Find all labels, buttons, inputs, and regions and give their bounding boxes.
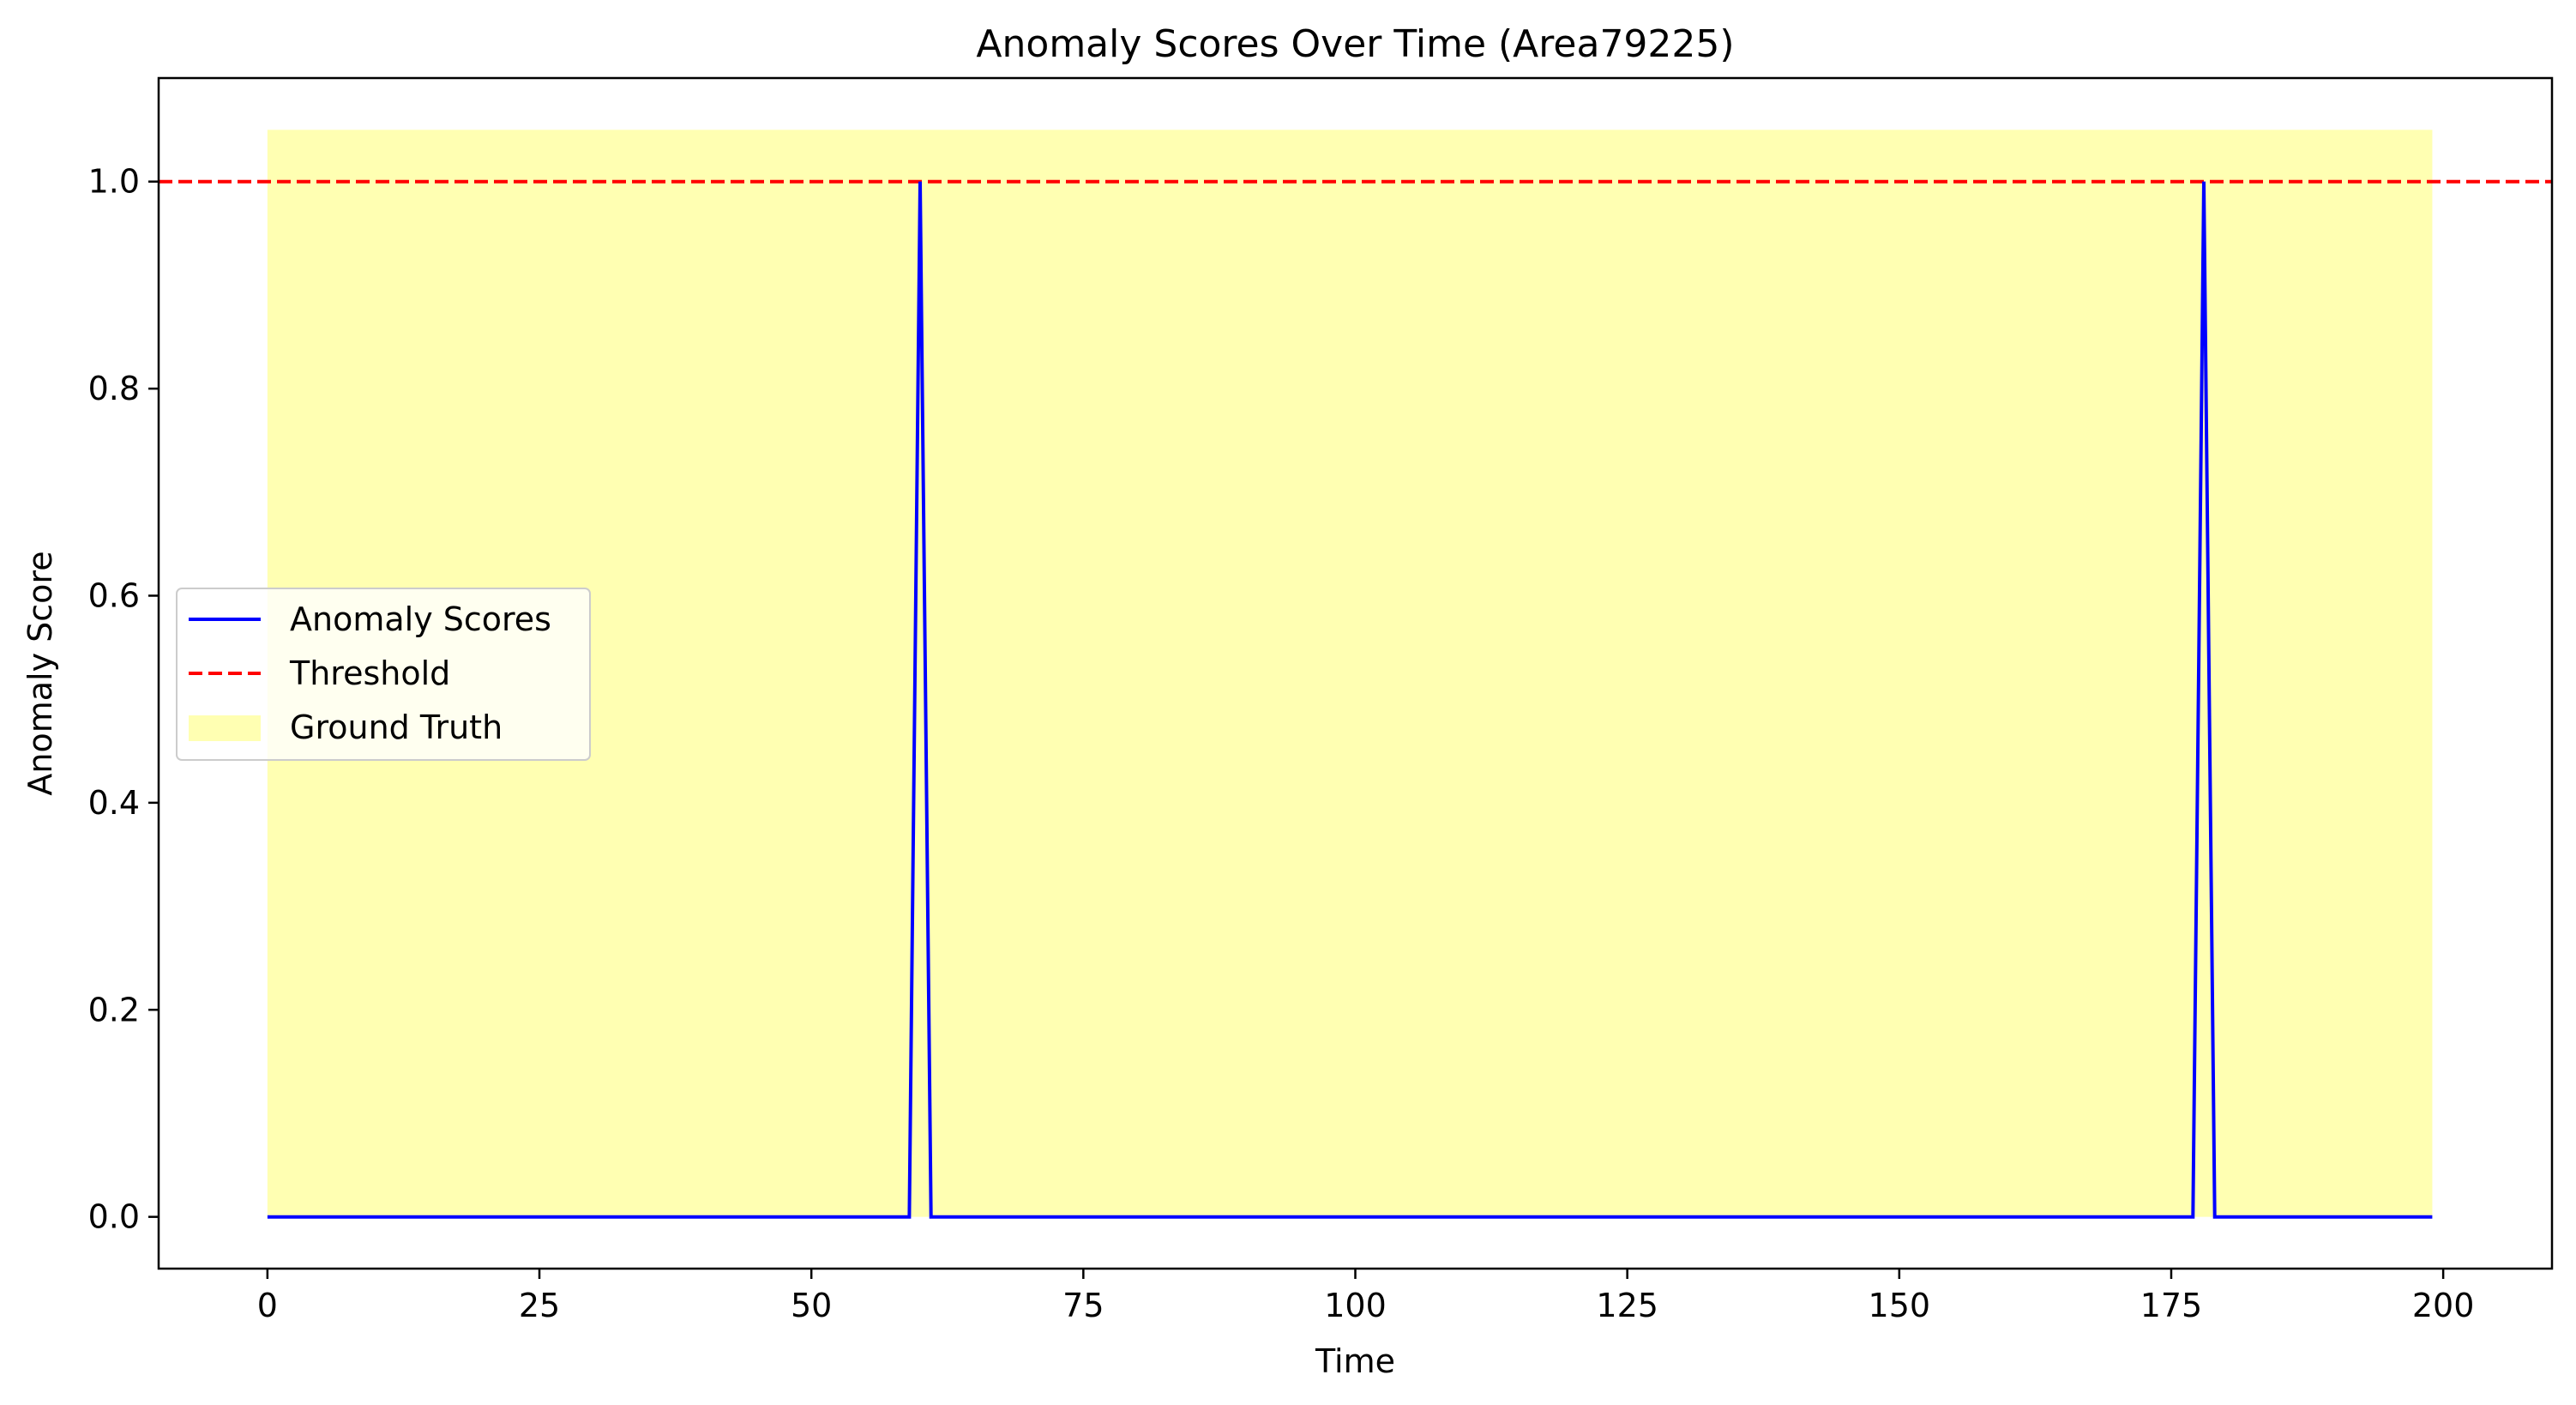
y-tick-label: 0.8 [88, 370, 140, 407]
legend-label: Anomaly Scores [290, 600, 551, 638]
y-axis-ticks: 0.0 0.2 0.4 0.6 0.8 1.0 [88, 163, 159, 1236]
anomaly-score-line [267, 181, 2433, 1219]
ground-truth-region-layer [267, 130, 2433, 1217]
legend: Anomaly Scores Threshold Ground Truth [176, 588, 591, 761]
x-tick-label: 50 [791, 1287, 832, 1324]
x-tick-label: 75 [1062, 1287, 1104, 1324]
y-axis-label: Anomaly Score [21, 551, 59, 795]
y-tick-label: 0.4 [88, 784, 140, 822]
x-tick-label: 100 [1324, 1287, 1387, 1324]
chart-title: Anomaly Scores Over Time (Area79225) [976, 22, 1734, 66]
y-tick-label: 0.2 [88, 991, 140, 1028]
ground-truth-region [267, 130, 2433, 1217]
x-axis-label: Time [1315, 1342, 1395, 1380]
legend-label: Threshold [289, 654, 450, 692]
y-tick-label: 0.6 [88, 576, 140, 614]
x-tick-label: 25 [519, 1287, 560, 1324]
legend-swatch-ground-truth [189, 715, 261, 741]
anomaly-score-line-layer [267, 181, 2433, 1219]
x-tick-label: 200 [2412, 1287, 2475, 1324]
y-tick-label: 0.0 [88, 1198, 140, 1236]
x-tick-label: 150 [1869, 1287, 1931, 1324]
x-tick-label: 125 [1596, 1287, 1658, 1324]
legend-box [176, 588, 591, 761]
x-axis-ticks: 0 25 50 75 100 125 150 175 200 [257, 1269, 2475, 1324]
x-tick-label: 0 [257, 1287, 278, 1324]
y-tick-label: 1.0 [88, 163, 140, 201]
legend-label: Ground Truth [290, 709, 503, 746]
x-tick-label: 175 [2140, 1287, 2203, 1324]
